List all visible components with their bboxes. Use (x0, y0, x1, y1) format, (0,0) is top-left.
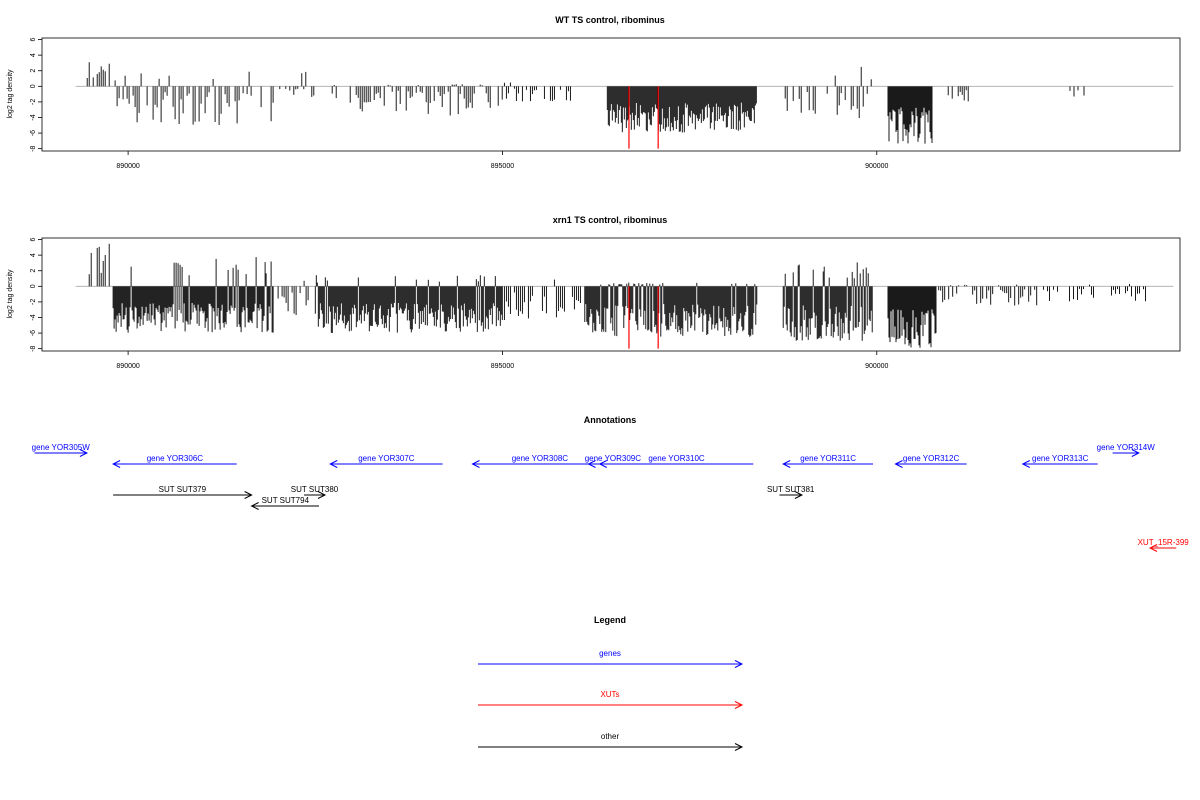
annotation-arrowhead (782, 460, 791, 468)
annotations-title: Annotations (584, 415, 637, 425)
annotation-feature: SUT SUT379 (113, 485, 253, 499)
annotation-arrowhead (1131, 449, 1140, 457)
annotation-feature: gene YOR313C (1021, 454, 1098, 468)
xrn1-y-tick-label: 6 (30, 238, 37, 242)
xrn1-y-tick-label: -6 (30, 330, 37, 336)
xrn1-y-tick-label: 4 (30, 253, 37, 257)
xrn1-y-tick-label: 2 (30, 269, 37, 273)
wt-y-tick-label: 0 (30, 84, 37, 88)
xrn1-x-axis: 890000 895000 900000 (116, 351, 889, 370)
legend: genes XUTs other (478, 649, 744, 751)
xrn1-y-tick-label: -4 (30, 314, 37, 320)
wt-x-axis: 890000 895000 900000 (116, 151, 889, 170)
wt-track-panel: WT TS control, ribominus log2 tag densit… (7, 15, 1181, 170)
xrn1-y-tick-label: -8 (30, 345, 37, 351)
legend-entry: genes (478, 649, 744, 668)
xrn1-x-tick-label: 890000 (116, 363, 139, 370)
wt-x-tick-label: 900000 (865, 163, 888, 170)
annotation-label: gene YOR308C (512, 454, 569, 463)
annotation-arrowhead (894, 460, 903, 468)
annotation-arrowhead (317, 491, 327, 499)
annotation-feature: gene YOR314W (1097, 443, 1156, 457)
annotation-arrowhead (1148, 544, 1158, 552)
annotation-arrowhead (598, 460, 607, 468)
legend-label: other (601, 732, 620, 741)
annotation-label: gene YOR309C (585, 454, 642, 463)
annotation-feature: SUT SUT794 (250, 496, 320, 510)
xrn1-track-title: xrn1 TS control, ribominus (553, 215, 668, 225)
wt-y-axis: 6 4 2 0 -2 -4 -6 -8 (30, 38, 42, 152)
annotation-arrowhead (1021, 460, 1030, 468)
xrn1-density-bars (75, 243, 1174, 349)
xrn1-y-tick-label: 0 (30, 284, 37, 288)
annotation-label: gene YOR305W (32, 443, 91, 452)
wt-y-tick-label: -2 (30, 99, 37, 105)
wt-y-tick-label: 2 (30, 69, 37, 73)
legend-entry: other (478, 732, 744, 751)
xrn1-track-panel: xrn1 TS control, ribominus log2 tag dens… (7, 215, 1181, 370)
annotation-feature: gene YOR306C (112, 454, 237, 468)
legend-entry: XUTs (478, 690, 744, 709)
annotation-feature: SUT SUT381 (767, 485, 815, 499)
annotation-label: SUT SUT380 (291, 485, 339, 494)
legend-arrowhead (734, 701, 744, 709)
legend-title: Legend (594, 615, 626, 625)
annotation-label: SUT SUT794 (262, 496, 310, 505)
legend-arrowhead (734, 660, 744, 668)
annotation-feature: gene YOR305W (32, 443, 91, 457)
wt-x-tick-label: 890000 (116, 163, 139, 170)
annotation-arrowhead (250, 502, 259, 510)
wt-y-tick-label: -4 (30, 114, 37, 120)
xrn1-plot-frame (41, 237, 1181, 352)
annotation-label: gene YOR312C (903, 454, 960, 463)
wt-track-title: WT TS control, ribominus (555, 15, 665, 25)
annotation-label: gene YOR314W (1097, 443, 1156, 452)
annotation-label: gene YOR313C (1032, 454, 1089, 463)
xrn1-x-tick-label: 895000 (491, 363, 514, 370)
wt-y-tick-label: -8 (30, 145, 37, 151)
xrn1-y-axis: 6 4 2 0 -2 -4 -6 -8 (30, 238, 42, 352)
legend-arrowhead (734, 743, 744, 751)
wt-y-tick-label: 4 (30, 53, 37, 57)
wt-y-tick-label: -6 (30, 130, 37, 136)
annotation-arrowhead (79, 449, 89, 457)
annotation-arrowhead (471, 460, 480, 468)
annotation-label: SUT SUT381 (767, 485, 815, 494)
annotation-label: gene YOR310C (648, 454, 705, 463)
annotation-label: XUT_15R-399 (1138, 538, 1190, 547)
annotation-feature: SUT SUT380 (291, 485, 339, 499)
annotation-arrowhead (329, 460, 338, 468)
wt-plot-frame (41, 37, 1181, 152)
wt-x-tick-label: 895000 (491, 163, 514, 170)
annotation-label: gene YOR306C (147, 454, 204, 463)
annotation-feature: gene YOR308C (471, 454, 608, 468)
xrn1-x-tick-label: 900000 (865, 363, 888, 370)
annotation-arrowhead (112, 460, 121, 468)
annotation-arrowhead (244, 491, 253, 499)
wt-y-tick-label: 6 (30, 38, 37, 42)
xrn1-y-tick-label: -2 (30, 299, 37, 305)
wt-y-axis-label: log2 tag density (7, 69, 14, 119)
annotation-label: gene YOR307C (358, 454, 415, 463)
wt-density-bars (75, 62, 1174, 149)
xrn1-y-axis-label: log2 tag density (7, 269, 14, 319)
annotation-arrowhead (794, 491, 804, 499)
annotation-feature: gene YOR311C (782, 454, 874, 468)
annotation-label: gene YOR311C (800, 454, 856, 463)
annotation-feature: gene YOR309C (585, 454, 642, 468)
annotation-feature: XUT_15R-399 (1138, 538, 1190, 552)
annotation-feature: gene YOR307C (329, 454, 443, 468)
legend-label: XUTs (600, 690, 619, 699)
legend-label: genes (599, 649, 621, 658)
annotation-feature: gene YOR310C (598, 454, 754, 468)
annotation-feature: gene YOR312C (894, 454, 967, 468)
annotation-arrowhead (587, 460, 596, 468)
annotation-label: SUT SUT379 (159, 485, 207, 494)
annotation-track: gene YOR305W gene YOR306C gene YOR307C gene… (32, 443, 1190, 552)
